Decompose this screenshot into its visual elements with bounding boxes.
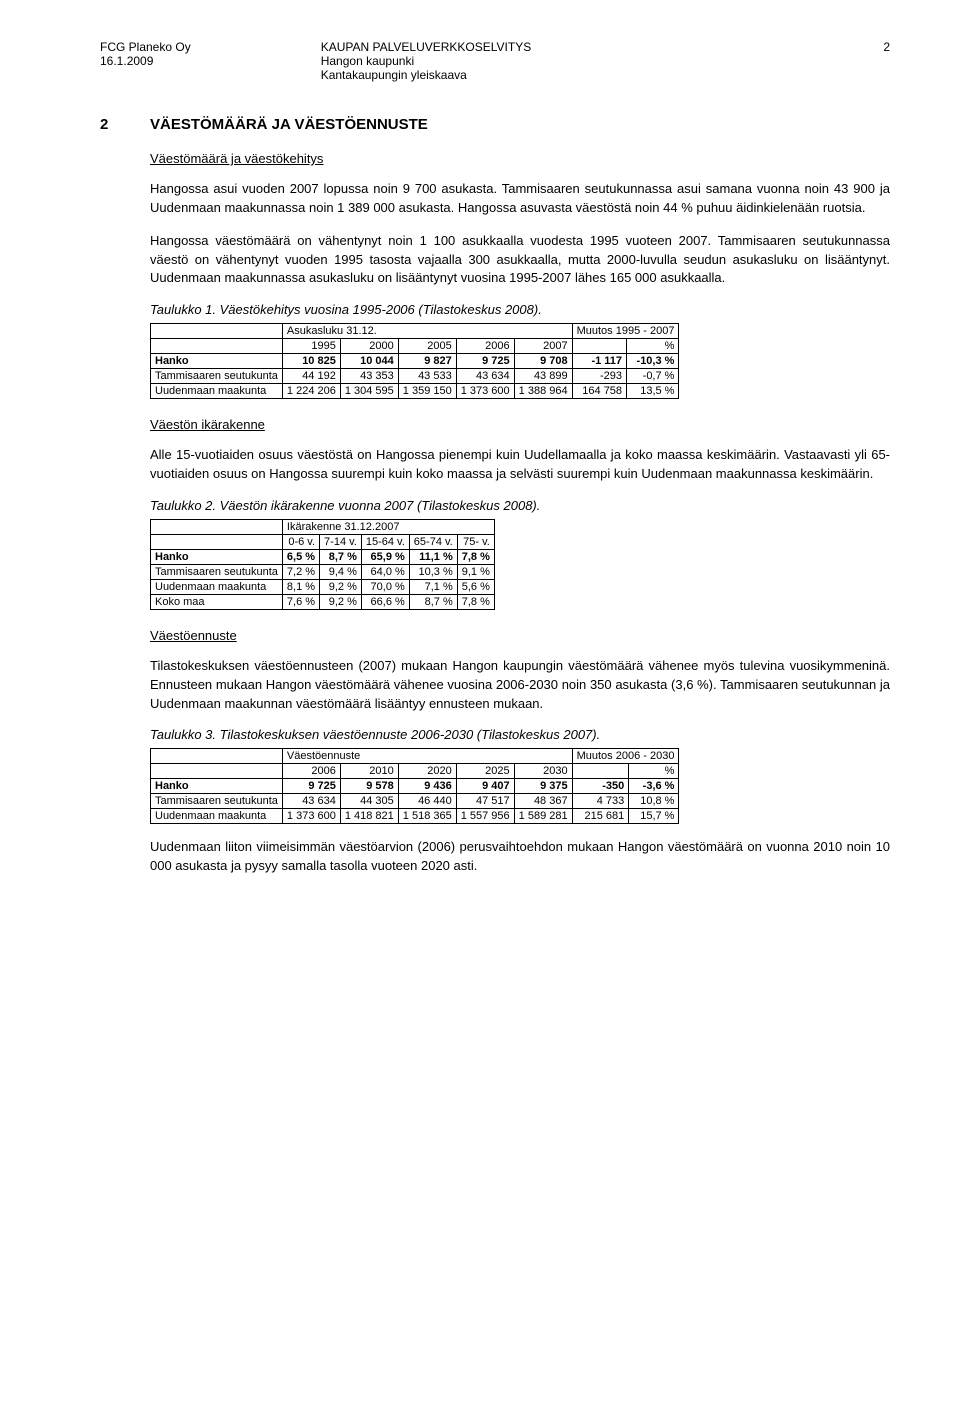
header-page-num: 2 (850, 40, 890, 54)
subheading-age-structure: Väestön ikärakenne (150, 417, 890, 432)
paragraph: Alle 15-vuotiaiden osuus väestöstä on Ha… (150, 446, 890, 484)
page-header: FCG Planeko Oy 16.1.2009 KAUPAN PALVELUV… (100, 40, 890, 82)
table-caption: Taulukko 1. Väestökehitys vuosina 1995-2… (150, 302, 890, 317)
section-number: 2 (100, 116, 150, 133)
header-sub2: Kantakaupungin yleiskaava (321, 68, 850, 82)
paragraph: Hangossa asui vuoden 2007 lopussa noin 9… (150, 180, 890, 218)
header-sub1: Hangon kaupunki (321, 54, 850, 68)
header-title: KAUPAN PALVELUVERKKOSELVITYS (321, 40, 850, 54)
table-caption: Taulukko 3. Tilastokeskuksen väestöennus… (150, 727, 890, 742)
paragraph: Tilastokeskuksen väestöennusteen (2007) … (150, 657, 890, 714)
table-age-structure: Ikärakenne 31.12.20070-6 v.7-14 v.15-64 … (150, 519, 495, 610)
header-company: FCG Planeko Oy (100, 40, 191, 54)
subheading-population: Väestömäärä ja väestökehitys (150, 151, 890, 166)
section-title: VÄESTÖMÄÄRÄ JA VÄESTÖENNUSTE (150, 116, 428, 133)
table-caption: Taulukko 2. Väestön ikärakenne vuonna 20… (150, 498, 890, 513)
paragraph: Hangossa väestömäärä on vähentynyt noin … (150, 232, 890, 289)
header-date: 16.1.2009 (100, 54, 191, 68)
table-forecast: VäestöennusteMuutos 2006 - 2030200620102… (150, 748, 679, 824)
paragraph: Uudenmaan liiton viimeisimmän väestöarvi… (150, 838, 890, 876)
subheading-forecast: Väestöennuste (150, 628, 890, 643)
table-population-development: Asukasluku 31.12.Muutos 1995 - 200719952… (150, 323, 679, 399)
